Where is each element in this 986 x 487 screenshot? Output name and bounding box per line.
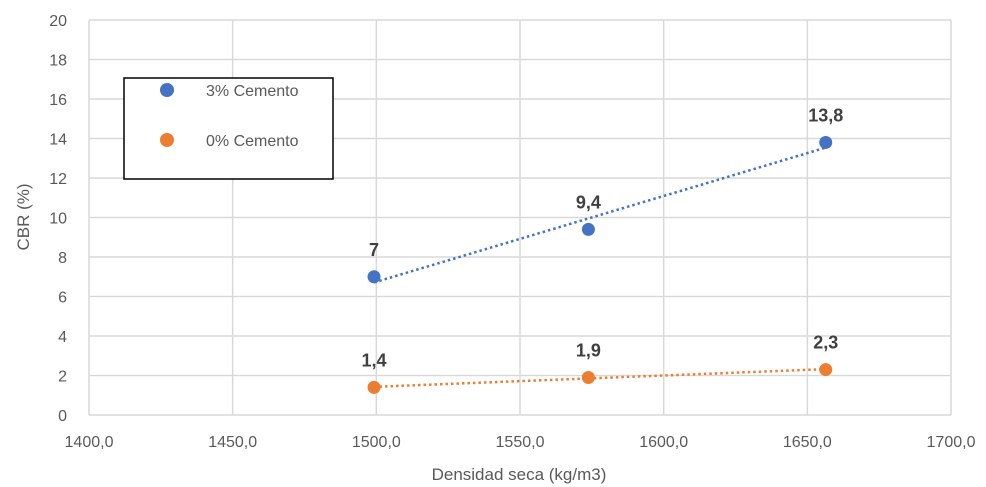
data-label: 13,8 bbox=[808, 105, 843, 125]
data-point bbox=[819, 135, 833, 149]
y-tick-label: 8 bbox=[58, 250, 67, 267]
y-tick-label: 14 bbox=[49, 132, 67, 149]
x-tick-label: 1650,0 bbox=[783, 434, 832, 451]
x-tick-label: 1700,0 bbox=[927, 434, 976, 451]
y-tick-label: 0 bbox=[58, 408, 67, 425]
y-tick-label: 6 bbox=[58, 290, 67, 307]
y-tick-label: 12 bbox=[49, 171, 67, 188]
legend-marker-0pct bbox=[160, 133, 174, 147]
y-tick-label: 20 bbox=[49, 13, 67, 30]
legend-box bbox=[123, 77, 334, 180]
data-point bbox=[819, 363, 833, 377]
series-layer: 7 9,4 13,8 1,4 1,9 2,3 bbox=[362, 105, 843, 394]
data-label: 7 bbox=[369, 240, 379, 260]
data-label: 9,4 bbox=[576, 192, 601, 212]
trendline bbox=[373, 367, 826, 389]
y-axis-title: CBR (%) bbox=[14, 183, 33, 250]
x-tick-label: 1450,0 bbox=[208, 434, 257, 451]
tick-labels: 1400,0 1450,0 1500,0 1550,0 1600,0 1650,0 1700… bbox=[49, 13, 975, 451]
data-label: 1,9 bbox=[576, 340, 601, 360]
series-0pct-cemento: 1,4 1,9 2,3 bbox=[362, 333, 838, 394]
data-label: 1,4 bbox=[362, 350, 387, 370]
x-tick-label: 1500,0 bbox=[352, 434, 401, 451]
trendline bbox=[373, 146, 827, 284]
series-3pct-cemento: 7 9,4 13,8 bbox=[367, 105, 843, 284]
data-point bbox=[581, 222, 595, 236]
x-axis-title: Densidad seca (kg/m3) bbox=[432, 465, 607, 484]
data-point bbox=[367, 270, 381, 284]
x-tick-label: 1400,0 bbox=[65, 434, 114, 451]
data-label: 2,3 bbox=[813, 333, 838, 353]
y-tick-label: 16 bbox=[49, 92, 67, 109]
grid-layer bbox=[88, 19, 952, 416]
legend-marker-3pct bbox=[160, 83, 174, 97]
x-tick-label: 1550,0 bbox=[496, 434, 545, 451]
legend-label-3pct: 3% Cemento bbox=[206, 83, 299, 100]
y-tick-label: 18 bbox=[49, 53, 67, 70]
y-tick-label: 2 bbox=[58, 369, 67, 386]
y-tick-label: 4 bbox=[58, 329, 67, 346]
data-point bbox=[367, 380, 381, 394]
x-tick-label: 1600,0 bbox=[639, 434, 688, 451]
legend-label-0pct: 0% Cemento bbox=[206, 133, 299, 150]
legend: 3% Cemento 0% Cemento bbox=[123, 77, 334, 180]
data-point bbox=[581, 370, 595, 384]
y-tick-label: 10 bbox=[49, 211, 67, 228]
